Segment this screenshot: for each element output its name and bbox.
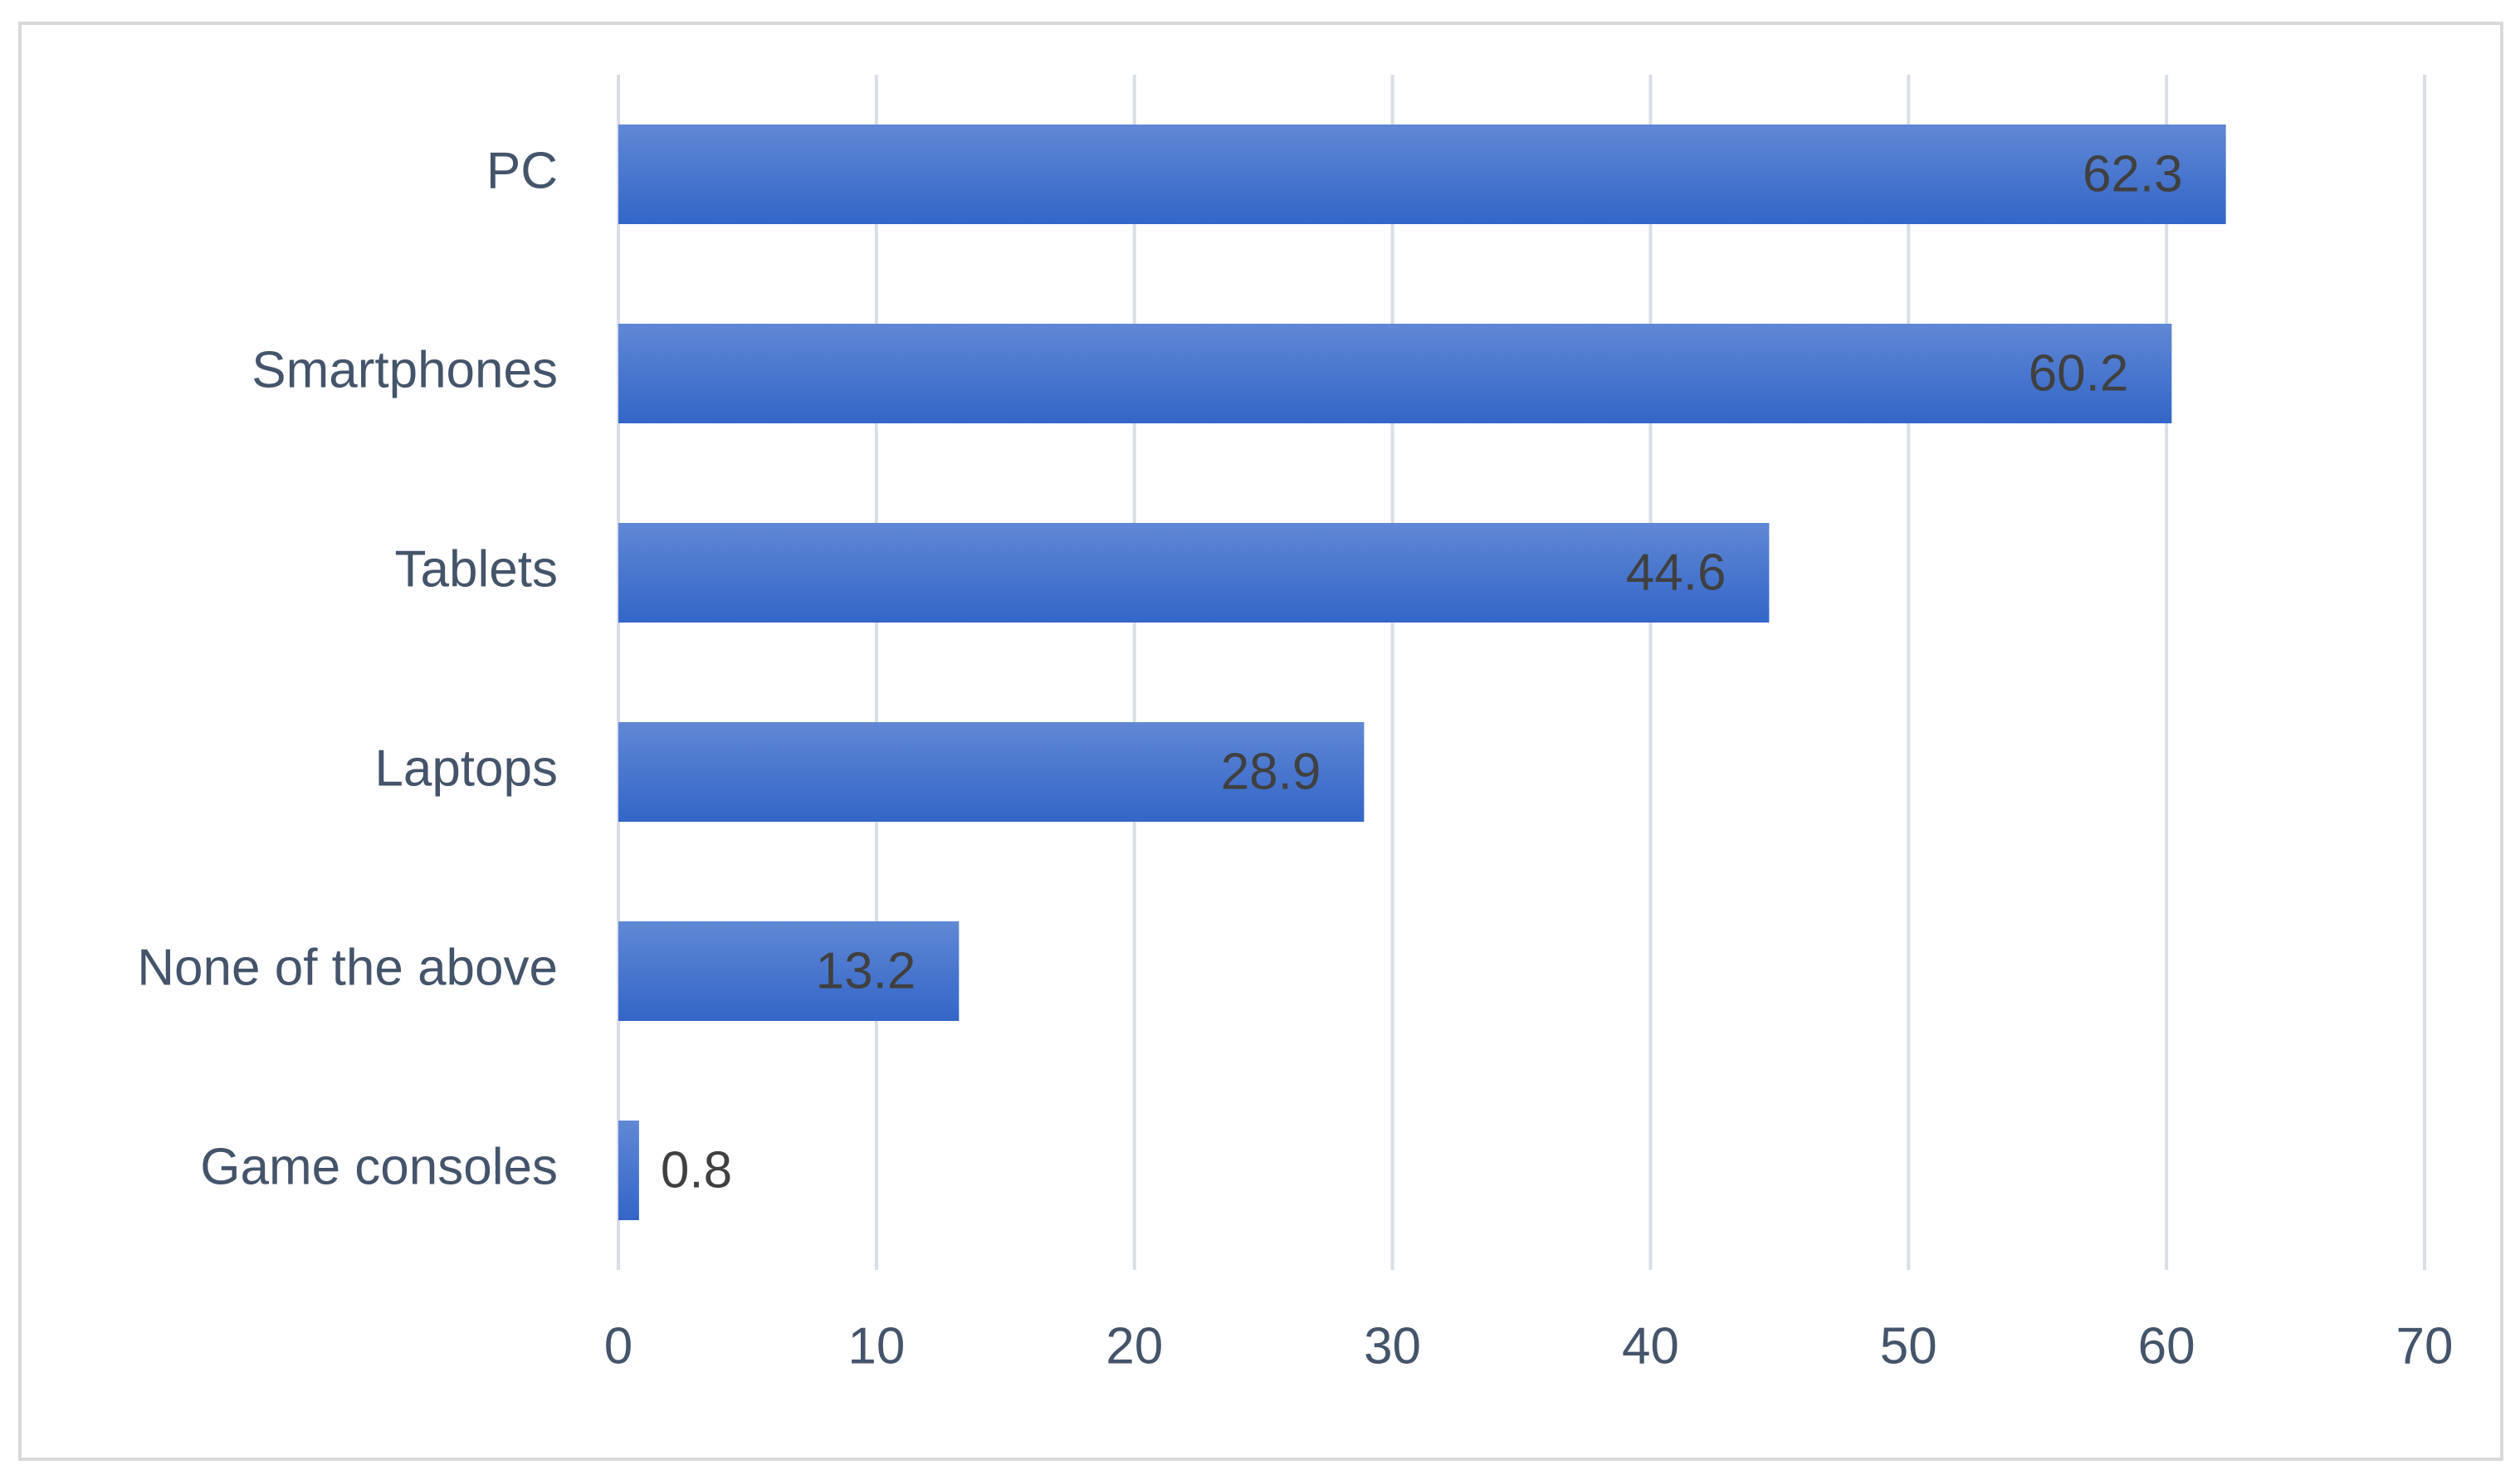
bar-sheen	[618, 523, 1770, 623]
y-tick-label: Tablets	[395, 540, 558, 598]
bar-sheen	[618, 722, 1365, 822]
x-tick-label: 40	[1622, 1317, 1679, 1375]
y-tick-label: None of the above	[137, 939, 558, 996]
y-tick-label: Laptops	[374, 740, 558, 797]
x-tick-label: 60	[2138, 1317, 2195, 1375]
x-tick-label: 0	[604, 1317, 632, 1375]
value-label: 0.8	[661, 1141, 732, 1199]
bar-sheen	[618, 324, 2172, 423]
bar-sheen	[618, 1121, 639, 1220]
x-tick-label: 20	[1106, 1317, 1163, 1375]
value-label: 62.3	[2083, 145, 2183, 203]
value-label: 44.6	[1626, 544, 1726, 601]
value-label: 28.9	[1221, 743, 1321, 800]
x-tick-label: 30	[1364, 1317, 1421, 1375]
x-tick-label: 50	[1880, 1317, 1937, 1375]
y-tick-label: PC	[486, 142, 558, 199]
y-tick-label: Smartphones	[252, 341, 558, 398]
y-tick-label: Game consoles	[200, 1138, 558, 1195]
bar-sheen	[618, 125, 2226, 224]
bar-sheen	[618, 921, 960, 1021]
value-label: 13.2	[816, 942, 916, 999]
value-label: 60.2	[2029, 344, 2129, 402]
x-tick-label: 70	[2396, 1317, 2454, 1375]
x-tick-label: 10	[847, 1317, 905, 1375]
